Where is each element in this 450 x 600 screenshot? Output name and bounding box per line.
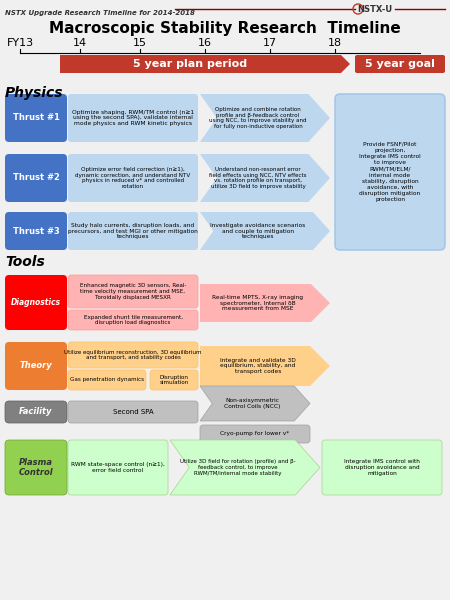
Text: Enhanced magnetic 3D sensors, Real-
time velocity measurement and MSE,
Toroidall: Enhanced magnetic 3D sensors, Real- time…: [80, 283, 186, 300]
Text: NSTX Upgrade Research Timeline for 2014-2018: NSTX Upgrade Research Timeline for 2014-…: [5, 10, 195, 16]
FancyBboxPatch shape: [335, 94, 445, 250]
FancyBboxPatch shape: [68, 310, 198, 330]
Polygon shape: [200, 154, 330, 202]
Text: Non-axisymmetric
Control Coils (NCC): Non-axisymmetric Control Coils (NCC): [224, 398, 280, 409]
Polygon shape: [200, 386, 310, 421]
Text: 14: 14: [73, 38, 87, 48]
FancyBboxPatch shape: [68, 370, 146, 390]
Text: Disruption
simulation: Disruption simulation: [159, 374, 189, 385]
Text: 5 year goal: 5 year goal: [365, 59, 435, 69]
Text: Thrust #3: Thrust #3: [13, 226, 59, 235]
FancyBboxPatch shape: [68, 212, 198, 250]
FancyBboxPatch shape: [5, 94, 67, 142]
FancyBboxPatch shape: [5, 275, 67, 330]
Text: Study halo currents, disruption loads, and
precursors, and test MGI or other mit: Study halo currents, disruption loads, a…: [68, 223, 198, 239]
Polygon shape: [200, 284, 330, 322]
Text: Optimize shaping, RWM/TM control (n≥1
using the second SPA), validate internal
m: Optimize shaping, RWM/TM control (n≥1 us…: [72, 110, 194, 127]
FancyBboxPatch shape: [68, 440, 168, 495]
Text: Real-time MPTS, X-ray imaging
spectrometer, Internal δB
measurement from MSE: Real-time MPTS, X-ray imaging spectromet…: [212, 295, 303, 311]
Text: Utilize equilibrium reconstruction, 3D equilibrium
and transport, and stability : Utilize equilibrium reconstruction, 3D e…: [64, 350, 202, 361]
FancyBboxPatch shape: [68, 401, 198, 423]
FancyBboxPatch shape: [68, 342, 198, 368]
Polygon shape: [200, 346, 330, 386]
Text: Thrust #1: Thrust #1: [13, 113, 59, 122]
Text: RWM state-space control (n≥1),
error field control: RWM state-space control (n≥1), error fie…: [71, 462, 165, 473]
FancyBboxPatch shape: [68, 275, 198, 308]
Text: Theory: Theory: [20, 361, 52, 370]
Text: Provide FSNF/Pilot
projection,
Integrate IMS control
to improve
RWM/TM/ELM/
inte: Provide FSNF/Pilot projection, Integrate…: [359, 142, 421, 202]
Text: Physics: Physics: [5, 86, 63, 100]
FancyBboxPatch shape: [5, 154, 67, 202]
FancyBboxPatch shape: [68, 94, 198, 142]
FancyBboxPatch shape: [5, 401, 67, 423]
FancyBboxPatch shape: [322, 440, 442, 495]
Text: Gas penetration dynamics: Gas penetration dynamics: [70, 377, 144, 383]
Text: 15: 15: [133, 38, 147, 48]
Text: Integrate IMS control with
disruption avoidance and
mitigation: Integrate IMS control with disruption av…: [344, 459, 420, 476]
Text: Optimize and combine rotation
profile and β-feedback control
using NCC, to impro: Optimize and combine rotation profile an…: [209, 107, 307, 129]
Text: Second SPA: Second SPA: [112, 409, 153, 415]
Text: Understand non-resonant error
field effects using NCC, NTV effects
vs. rotation : Understand non-resonant error field effe…: [209, 167, 307, 189]
FancyBboxPatch shape: [5, 342, 67, 390]
Text: Plasma
Control: Plasma Control: [19, 458, 53, 477]
Text: Expanded shunt tile measurement,
disruption load diagnostics: Expanded shunt tile measurement, disrupt…: [84, 314, 183, 325]
Text: 5 year plan period: 5 year plan period: [134, 59, 248, 69]
Text: Facility: Facility: [19, 407, 53, 416]
FancyBboxPatch shape: [355, 55, 445, 73]
Polygon shape: [200, 212, 330, 250]
Polygon shape: [60, 55, 350, 73]
FancyBboxPatch shape: [5, 440, 67, 495]
Text: 18: 18: [328, 38, 342, 48]
Text: Optimize error field correction (n≥1),
dynamic correction, and understand NTV
ph: Optimize error field correction (n≥1), d…: [76, 167, 191, 189]
Polygon shape: [200, 94, 330, 142]
Text: NSTX-U: NSTX-U: [357, 4, 392, 13]
Text: FY13: FY13: [6, 38, 34, 48]
Text: 16: 16: [198, 38, 212, 48]
Text: Macroscopic Stability Research  Timeline: Macroscopic Stability Research Timeline: [49, 22, 401, 37]
FancyBboxPatch shape: [150, 370, 198, 390]
Text: Investigate avoidance scenarios
and couple to mitigation
techniques: Investigate avoidance scenarios and coup…: [211, 223, 306, 239]
Text: Integrate and validate 3D
equilibrium, stability, and
transport codes: Integrate and validate 3D equilibrium, s…: [220, 358, 296, 374]
FancyBboxPatch shape: [5, 212, 67, 250]
Polygon shape: [170, 440, 320, 495]
Text: Thrust #2: Thrust #2: [13, 173, 59, 182]
Text: 17: 17: [263, 38, 277, 48]
FancyBboxPatch shape: [68, 154, 198, 202]
Text: Cryo-pump for lower v*: Cryo-pump for lower v*: [220, 431, 290, 437]
Text: Diagnostics: Diagnostics: [11, 298, 61, 307]
FancyBboxPatch shape: [200, 425, 310, 443]
Text: Tools: Tools: [5, 255, 45, 269]
Text: Utilize 3D field for rotation (profile) and β-
feedback control, to improve
RWM/: Utilize 3D field for rotation (profile) …: [180, 459, 296, 476]
